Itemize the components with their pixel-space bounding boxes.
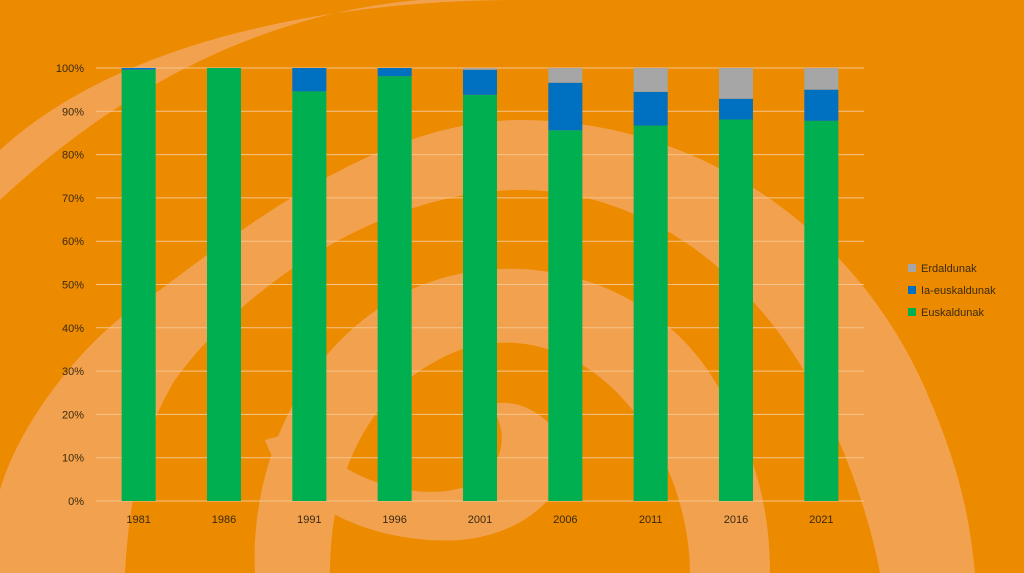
y-tick-label: 90% xyxy=(62,106,84,118)
bar-segment-erdaldunak-2006 xyxy=(548,68,583,83)
legend-swatch xyxy=(908,264,916,272)
bar-segment-ia-euskaldunak-1981 xyxy=(121,68,156,70)
bar-segment-ia-euskaldunak-2021 xyxy=(804,89,839,121)
y-tick-label: 100% xyxy=(56,63,84,75)
swirl-inner xyxy=(265,402,570,541)
x-tick-label: 2016 xyxy=(724,514,748,526)
legend: Erdaldunak Ia-euskaldunak Euskaldunak xyxy=(908,263,996,319)
y-tick-label: 20% xyxy=(62,409,84,421)
y-tick-label: 0% xyxy=(68,496,84,508)
bar-segment-euskaldunak-2021 xyxy=(804,120,839,502)
bar-segment-euskaldunak-2001 xyxy=(463,94,497,501)
y-axis-ticks: 0% 10% 20% 30% 40% 50% 60% 70% 80% 90% 100% xyxy=(56,63,84,508)
x-tick-label: 2001 xyxy=(468,514,492,526)
bar-segment-euskaldunak-1996 xyxy=(377,76,412,502)
legend-swatch xyxy=(908,308,916,316)
x-tick-label: 1981 xyxy=(126,514,150,526)
x-tick-label: 1986 xyxy=(212,514,236,526)
bar-segment-erdaldunak-2016 xyxy=(719,68,753,99)
bar-segment-ia-euskaldunak-2001 xyxy=(463,69,497,95)
swirl-top xyxy=(0,0,520,200)
bar-segment-euskaldunak-2006 xyxy=(548,130,583,502)
bar-segment-ia-euskaldunak-2011 xyxy=(633,91,668,126)
bar-segment-ia-euskaldunak-2016 xyxy=(719,98,753,120)
y-tick-label: 80% xyxy=(62,150,84,162)
legend-label: Ia-euskaldunak xyxy=(921,285,996,297)
bar-segment-ia-euskaldunak-2006 xyxy=(548,82,583,131)
x-tick-label: 1991 xyxy=(297,514,321,526)
y-tick-label: 50% xyxy=(62,280,84,292)
bars xyxy=(121,68,839,502)
y-tick-label: 60% xyxy=(62,236,84,248)
legend-label: Euskaldunak xyxy=(921,307,984,319)
bar-segment-erdaldunak-2021 xyxy=(804,68,839,90)
bar-segment-ia-euskaldunak-1996 xyxy=(377,68,412,77)
bar-segment-euskaldunak-1986 xyxy=(207,68,241,501)
legend-swatch xyxy=(908,286,916,294)
bar-segment-erdaldunak-2001 xyxy=(463,68,497,70)
bar-segment-euskaldunak-2016 xyxy=(719,119,753,501)
x-tick-label: 2006 xyxy=(553,514,577,526)
y-tick-label: 30% xyxy=(62,366,84,378)
bar-segment-ia-euskaldunak-1991 xyxy=(292,68,327,92)
x-tick-label: 2021 xyxy=(809,514,833,526)
x-axis-ticks: 1981 1986 1991 1996 2001 2006 2011 2016 2021 xyxy=(126,514,833,526)
y-tick-label: 70% xyxy=(62,193,84,205)
x-tick-label: 2011 xyxy=(639,514,663,526)
x-tick-label: 1996 xyxy=(382,514,406,526)
bar-segment-euskaldunak-2011 xyxy=(633,125,668,502)
legend-label: Erdaldunak xyxy=(921,263,977,275)
y-tick-label: 40% xyxy=(62,323,84,335)
bar-segment-euskaldunak-1981 xyxy=(121,69,156,502)
bar-segment-euskaldunak-1991 xyxy=(292,91,327,501)
bar-segment-erdaldunak-2011 xyxy=(633,68,668,92)
y-tick-label: 10% xyxy=(62,453,84,465)
